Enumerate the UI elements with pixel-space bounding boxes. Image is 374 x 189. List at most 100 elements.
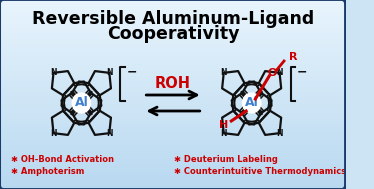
Bar: [0, 64, 346, 65]
Bar: [0, 45, 346, 46]
Bar: [0, 10, 346, 11]
Text: ✱ Counterintuitive Thermodynamics: ✱ Counterintuitive Thermodynamics: [174, 167, 346, 176]
Bar: [0, 121, 346, 122]
Bar: [0, 86, 346, 87]
Bar: [0, 52, 346, 53]
Bar: [0, 101, 346, 102]
Bar: [0, 80, 346, 81]
Bar: [0, 158, 346, 159]
Bar: [0, 182, 346, 183]
Bar: [0, 71, 346, 72]
Bar: [0, 53, 346, 54]
Bar: [0, 142, 346, 143]
Bar: [0, 74, 346, 75]
Text: N: N: [106, 68, 113, 77]
Bar: [0, 156, 346, 157]
Bar: [0, 118, 346, 119]
Bar: [0, 119, 346, 120]
Bar: [0, 168, 346, 169]
Bar: [0, 89, 346, 90]
Bar: [0, 79, 346, 80]
Text: ROH: ROH: [155, 75, 191, 91]
Bar: [0, 144, 346, 145]
Bar: [0, 110, 346, 111]
Bar: [0, 173, 346, 174]
Bar: [0, 159, 346, 160]
Bar: [0, 61, 346, 62]
Bar: [0, 17, 346, 18]
Bar: [0, 51, 346, 52]
Bar: [0, 25, 346, 26]
Bar: [0, 120, 346, 121]
Bar: [0, 33, 346, 34]
Bar: [0, 176, 346, 177]
Bar: [0, 103, 346, 104]
Bar: [0, 138, 346, 139]
Bar: [0, 157, 346, 158]
Bar: [0, 28, 346, 29]
Bar: [0, 132, 346, 133]
Bar: [0, 40, 346, 41]
Circle shape: [72, 93, 91, 113]
Bar: [0, 94, 346, 95]
Bar: [0, 7, 346, 8]
Text: −: −: [127, 66, 137, 79]
Bar: [0, 65, 346, 66]
Bar: [0, 174, 346, 175]
Bar: [0, 131, 346, 132]
Text: N: N: [50, 68, 57, 77]
Bar: [0, 58, 346, 59]
Text: ✱ OH-Bond Activation: ✱ OH-Bond Activation: [11, 155, 114, 164]
Bar: [0, 50, 346, 51]
Bar: [0, 99, 346, 100]
Bar: [0, 145, 346, 146]
Bar: [0, 154, 346, 155]
Bar: [0, 141, 346, 142]
Text: N: N: [221, 68, 227, 77]
Text: O: O: [267, 68, 277, 78]
Bar: [0, 123, 346, 124]
Bar: [0, 32, 346, 33]
Bar: [0, 84, 346, 85]
Bar: [0, 63, 346, 64]
Bar: [0, 88, 346, 89]
Bar: [0, 62, 346, 63]
Text: Reversible Aluminum-Ligand: Reversible Aluminum-Ligand: [32, 10, 314, 28]
Bar: [0, 5, 346, 6]
Bar: [0, 153, 346, 154]
Bar: [0, 109, 346, 110]
Bar: [0, 4, 346, 5]
Bar: [0, 98, 346, 99]
Text: Al: Al: [74, 97, 88, 109]
Bar: [0, 126, 346, 127]
Bar: [0, 127, 346, 128]
Bar: [0, 105, 346, 106]
Text: N: N: [50, 129, 57, 138]
Bar: [0, 83, 346, 84]
Bar: [0, 178, 346, 179]
Bar: [0, 184, 346, 185]
Bar: [0, 9, 346, 10]
Bar: [0, 11, 346, 12]
Bar: [0, 1, 346, 2]
Bar: [0, 114, 346, 115]
Bar: [0, 87, 346, 88]
Bar: [0, 24, 346, 25]
Bar: [0, 31, 346, 32]
Bar: [0, 100, 346, 101]
Bar: [0, 48, 346, 49]
Bar: [0, 26, 346, 27]
Bar: [0, 155, 346, 156]
Bar: [0, 21, 346, 22]
Bar: [0, 3, 346, 4]
Bar: [0, 164, 346, 165]
Bar: [0, 136, 346, 137]
Bar: [0, 70, 346, 71]
Bar: [0, 39, 346, 40]
Text: N: N: [221, 129, 227, 138]
Text: N: N: [106, 129, 113, 138]
Bar: [0, 187, 346, 188]
Bar: [0, 102, 346, 103]
Bar: [0, 181, 346, 182]
Bar: [0, 104, 346, 105]
